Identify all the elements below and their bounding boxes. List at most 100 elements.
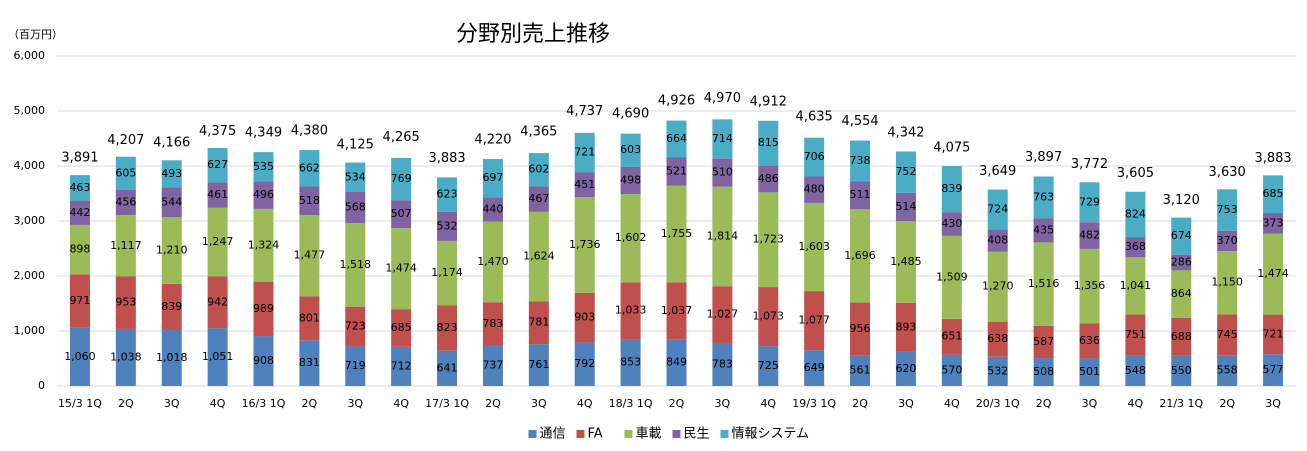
data-label: 623 xyxy=(437,188,458,201)
data-label: 783 xyxy=(712,357,733,370)
data-label: 534 xyxy=(345,170,366,183)
data-label: 456 xyxy=(115,196,136,209)
bar-segment xyxy=(299,296,320,341)
legend-label: 民生 xyxy=(684,427,710,442)
data-label: 781 xyxy=(528,316,549,329)
bar-segment xyxy=(804,202,825,292)
bar-segment xyxy=(804,350,825,386)
bar-segment xyxy=(528,211,549,302)
data-label: 1,602 xyxy=(615,231,647,244)
bar-segment xyxy=(941,166,962,213)
data-label: 486 xyxy=(758,172,779,185)
data-label: 1,755 xyxy=(661,227,693,240)
data-label: 853 xyxy=(620,356,641,369)
bar-segment xyxy=(850,355,871,386)
y-tick-label: 1,000 xyxy=(14,324,46,337)
bar-segment xyxy=(345,162,366,192)
bar-segment xyxy=(1125,237,1146,258)
total-label: 4,220 xyxy=(474,132,511,147)
bar-segment xyxy=(1125,257,1146,315)
data-label: 603 xyxy=(620,143,641,156)
data-label: 493 xyxy=(161,167,182,180)
data-label: 769 xyxy=(391,172,412,185)
bar-segment xyxy=(207,276,228,329)
bar-segment xyxy=(207,207,228,277)
bar-segment xyxy=(437,350,458,386)
data-label: 532 xyxy=(987,364,1008,377)
data-label: 498 xyxy=(620,173,641,186)
bar-segment xyxy=(528,301,549,345)
data-label: 649 xyxy=(804,361,825,374)
data-label: 1,736 xyxy=(569,238,601,251)
bar-segment xyxy=(941,235,962,319)
bar-segment xyxy=(437,177,458,212)
bar-segment xyxy=(895,192,916,222)
bar-segment xyxy=(482,302,503,346)
bar-segment xyxy=(482,345,503,386)
bar-segment xyxy=(1033,325,1054,359)
total-label: 4,926 xyxy=(658,94,695,109)
bar-segment xyxy=(1171,317,1192,356)
data-label: 792 xyxy=(574,357,595,370)
data-label: 467 xyxy=(528,192,549,205)
bar-segment xyxy=(115,189,136,216)
data-label: 956 xyxy=(850,322,871,335)
bar-segment xyxy=(574,292,595,343)
data-label: 706 xyxy=(804,150,825,163)
total-label: 3,120 xyxy=(1163,193,1200,208)
bar-segment xyxy=(1263,213,1284,234)
bar-segment xyxy=(850,181,871,210)
bar-segment xyxy=(345,346,366,386)
data-label: 1,474 xyxy=(1257,267,1289,280)
data-label: 723 xyxy=(345,320,366,333)
bar-segment xyxy=(941,354,962,386)
data-label: 510 xyxy=(712,166,733,179)
bar-segment xyxy=(574,342,595,386)
x-tick-label: 4Q xyxy=(1128,397,1144,410)
data-label: 664 xyxy=(666,132,687,145)
bar-segment xyxy=(1263,233,1284,315)
data-label: 430 xyxy=(941,217,962,230)
data-label: 1,477 xyxy=(294,249,326,262)
data-label: 532 xyxy=(437,219,458,232)
bar-segment xyxy=(391,309,412,347)
x-tick-label: 3Q xyxy=(164,397,180,410)
bar-segment xyxy=(391,228,412,310)
bar-segment xyxy=(620,282,641,340)
data-label: 286 xyxy=(1171,256,1192,269)
bar-segment xyxy=(1263,314,1284,355)
data-label: 815 xyxy=(758,136,779,149)
bar-segment xyxy=(437,240,458,306)
bar-segment xyxy=(804,291,825,351)
bar-segment xyxy=(345,223,366,307)
bar-segment xyxy=(620,339,641,386)
bar-segment xyxy=(987,356,1008,386)
data-label: 501 xyxy=(1079,365,1100,378)
bar-segment xyxy=(1217,189,1238,231)
data-label: 714 xyxy=(712,132,733,145)
bar-segment xyxy=(161,283,182,331)
data-label: 752 xyxy=(895,165,916,178)
bar-segment xyxy=(161,187,182,218)
data-label: 1,210 xyxy=(156,244,188,257)
total-label: 3,891 xyxy=(61,150,98,165)
data-label: 480 xyxy=(804,183,825,196)
data-label: 587 xyxy=(1033,335,1054,348)
legend-swatch xyxy=(528,430,537,438)
total-label: 3,649 xyxy=(979,164,1016,179)
total-label: 4,166 xyxy=(153,135,190,150)
bar-segment xyxy=(528,186,549,212)
bar-segment xyxy=(1125,191,1146,238)
x-tick-label: 17/3 1Q xyxy=(425,397,469,410)
bar-segment xyxy=(666,185,687,283)
x-tick-label: 4Q xyxy=(760,397,776,410)
legend-label: FA xyxy=(588,427,603,442)
total-label: 4,349 xyxy=(245,125,282,140)
data-label: 1,485 xyxy=(890,255,922,268)
x-tick-label: 4Q xyxy=(577,397,593,410)
chart-title: 分野別売上推移 xyxy=(456,22,610,47)
data-label: 1,356 xyxy=(1074,279,1106,292)
bar-segment xyxy=(895,151,916,193)
data-label: 507 xyxy=(391,207,412,220)
data-label: 908 xyxy=(253,354,274,367)
